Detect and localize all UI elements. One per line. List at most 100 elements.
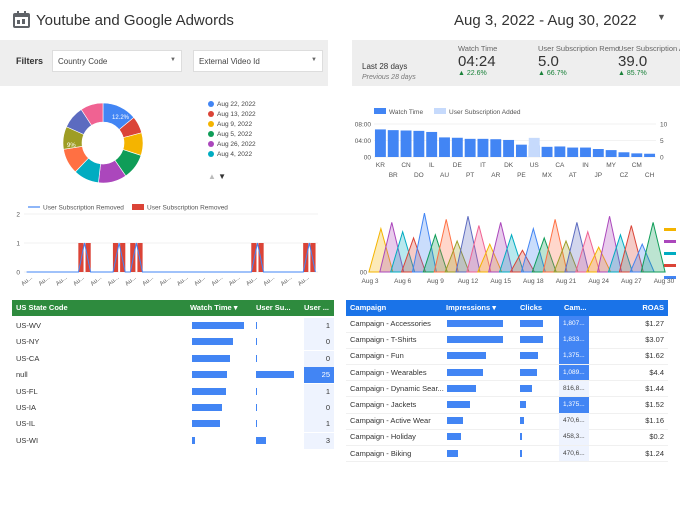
bar-watch-time-ar[interactable] <box>490 139 502 157</box>
column-header[interactable]: User Su... <box>256 303 291 312</box>
legend-item[interactable]: Aug 22, 2022 <box>208 100 256 110</box>
date-range-picker[interactable]: Aug 3, 2022 - Aug 30, 2022 <box>454 12 637 29</box>
legend-item[interactable]: Aug 26, 2022 <box>208 140 256 150</box>
bar-watch-time-at[interactable] <box>567 147 579 157</box>
bar-subscription-removed[interactable] <box>258 243 264 272</box>
table-row[interactable]: Campaign - Biking 470,6... $1.24 <box>346 445 668 463</box>
state-code-cell: US-FL <box>16 386 38 396</box>
legend-next-icon[interactable]: ▼ <box>218 172 227 181</box>
table-row[interactable]: US-NY 0 <box>12 334 334 351</box>
column-header[interactable]: Impressions ▾ <box>446 303 497 312</box>
legend-label: Aug 4, 2022 <box>217 151 253 158</box>
bar-watch-time-ca[interactable] <box>554 146 566 157</box>
bar-user-subscription-added-us[interactable] <box>528 137 540 157</box>
date-range-dropdown-icon[interactable]: ▼ <box>657 12 666 22</box>
legend-item[interactable]: Aug 9, 2022 <box>208 120 256 130</box>
bar-subscription-removed[interactable] <box>85 243 91 272</box>
subscription-removed-bar <box>256 354 257 362</box>
column-header[interactable]: ROAS <box>642 303 664 312</box>
legend-pagination[interactable]: ▲ ▼ <box>208 172 226 181</box>
table-row[interactable]: Campaign - Active Wear 470,6... $1.16 <box>346 413 668 430</box>
table-row[interactable]: US-CA 0 <box>12 350 334 367</box>
table-row[interactable]: US-WV 1 <box>12 318 334 334</box>
country-code-dropdown[interactable]: Country Code ▼ <box>52 50 182 72</box>
table-row[interactable]: Campaign - Fun 1,375... $1.62 <box>346 348 668 365</box>
subscription-removed-chart[interactable]: User Subscription Removed User Subscripti… <box>6 200 324 292</box>
legend-swatch-icon <box>208 101 214 107</box>
donut-slice-other4[interactable] <box>80 102 104 126</box>
bar-watch-time-cm[interactable] <box>631 153 643 157</box>
bar-watch-time-my[interactable] <box>605 150 617 157</box>
legend-item[interactable]: Aug 13, 2022 <box>208 110 256 120</box>
column-header[interactable]: Clicks <box>520 303 543 312</box>
bar-watch-time-br[interactable] <box>387 130 399 157</box>
bar-watch-time-in[interactable] <box>580 147 591 157</box>
table-row[interactable]: Campaign - Dynamic Sear... 816,8... $1.44 <box>346 380 668 398</box>
bar-subscription-removed[interactable] <box>310 243 316 272</box>
bar-watch-time-au[interactable] <box>439 137 450 157</box>
table-row[interactable]: US-IA 0 <box>12 400 334 416</box>
bar-subscription-removed[interactable] <box>251 243 257 272</box>
bar-subscription-removed[interactable] <box>137 243 143 272</box>
y2-tick-label: 5 <box>660 138 664 145</box>
kpi-label: Watch Time <box>458 44 498 53</box>
bar-watch-time-cn[interactable] <box>400 130 412 157</box>
bar-watch-time-kr[interactable] <box>374 129 386 157</box>
legend-item[interactable]: Aug 5, 2022 <box>208 130 256 140</box>
area-series[interactable] <box>640 222 666 273</box>
legend-item[interactable]: Aug 4, 2022 <box>208 150 256 160</box>
table-row[interactable]: US-IL 1 <box>12 416 334 433</box>
us-state-table: US State Code Watch Time ▾ User Su... User … <box>12 300 334 450</box>
table-row[interactable]: Campaign - Wearables 1,089... $4.4 <box>346 364 668 382</box>
bar-watch-time-pe[interactable] <box>515 144 527 157</box>
bar-subscription-removed[interactable] <box>78 243 84 272</box>
column-header[interactable]: Watch Time ▾ <box>190 303 238 312</box>
bar-watch-time-pt[interactable] <box>464 138 476 157</box>
donut-chart[interactable]: 12.2% 9% <box>58 98 148 188</box>
bar-subscription-removed[interactable] <box>303 243 309 272</box>
kpi-value: 39.0 <box>618 53 648 70</box>
x-tick-label: IT <box>480 162 486 169</box>
x-tick-label: Au... <box>90 275 104 288</box>
bar-subscription-removed[interactable] <box>112 243 119 272</box>
watch-time-bar <box>192 371 227 379</box>
external-video-id-dropdown[interactable]: External Video Id ▼ <box>193 50 323 72</box>
bar-watch-time-mx[interactable] <box>541 146 553 157</box>
impressions-bar <box>447 417 463 425</box>
impressions-bar <box>447 449 459 457</box>
bar-subscription-removed[interactable] <box>130 243 136 272</box>
line-subscription-removed[interactable] <box>26 242 316 273</box>
bar-watch-time-ch[interactable] <box>644 153 656 157</box>
column-header[interactable]: US State Code <box>16 303 68 312</box>
column-header[interactable]: User ... <box>304 303 330 312</box>
state-code-cell: US-IL <box>16 419 36 429</box>
bar-watch-time-it[interactable] <box>477 138 489 157</box>
legend-label: Watch Time <box>389 109 423 116</box>
legend-swatch-icon <box>132 204 144 210</box>
bar-watch-time-dk[interactable] <box>503 139 515 157</box>
column-header[interactable]: Cam... <box>564 303 587 312</box>
legend-label: User Subscription Added <box>449 109 521 116</box>
table-row[interactable]: Campaign - Accessories 1,807... $1.27 <box>346 316 668 333</box>
arrow-up-icon: ▲ <box>538 70 547 77</box>
country-bar-chart[interactable]: Watch Time User Subscription Added 00 04:00… <box>346 100 680 182</box>
table-row[interactable]: US-WI 3 <box>12 432 334 449</box>
table-row[interactable]: Campaign - T-Shirts 1,833... $3.07 <box>346 332 668 349</box>
bar-watch-time-do[interactable] <box>413 130 425 157</box>
table-row[interactable]: US-FL 1 <box>12 383 334 400</box>
bar-watch-time-jp[interactable] <box>592 149 604 157</box>
legend-prev-icon[interactable]: ▲ <box>208 172 216 181</box>
clicks-bar <box>520 352 539 360</box>
table-row[interactable]: Campaign - Holiday 458,3... $0.2 <box>346 429 668 446</box>
bar-subscription-removed[interactable] <box>120 243 126 272</box>
chevron-down-icon: ▼ <box>311 57 317 63</box>
bar-watch-time-il[interactable] <box>426 131 438 157</box>
row-divider <box>346 347 668 349</box>
table-row[interactable]: Campaign - Jackets 1,375... $1.52 <box>346 397 668 414</box>
bar-watch-time-de[interactable] <box>451 137 463 157</box>
table-row[interactable]: null 25 <box>12 367 334 384</box>
column-header[interactable]: Campaign <box>350 303 387 312</box>
campaign-name-cell: Campaign - Biking <box>350 448 412 458</box>
bar-watch-time-cz[interactable] <box>618 152 630 157</box>
